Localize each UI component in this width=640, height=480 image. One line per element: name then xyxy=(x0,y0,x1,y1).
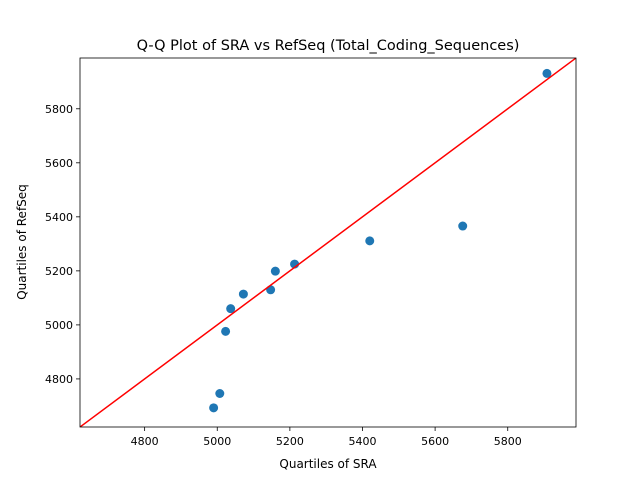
y-tick-label: 5800 xyxy=(45,103,73,116)
y-axis-ticks: 4800 5000 5200 5400 5600 5800 xyxy=(45,103,80,386)
y-tick-label: 5000 xyxy=(45,319,73,332)
data-point xyxy=(365,236,375,246)
x-tick-label: 5400 xyxy=(348,435,376,448)
y-tick-label: 5600 xyxy=(45,157,73,170)
data-point xyxy=(209,403,219,413)
plot-frame xyxy=(79,57,577,428)
y-tick-label: 4800 xyxy=(45,373,73,386)
data-point xyxy=(238,289,248,299)
reference-line xyxy=(80,58,576,427)
plot-area xyxy=(79,57,577,428)
y-tick-label: 5400 xyxy=(45,211,73,224)
y-tick-label: 5200 xyxy=(45,265,73,278)
x-tick-label: 5200 xyxy=(276,435,304,448)
data-point xyxy=(226,304,236,314)
x-axis-ticks: 4800 5000 5200 5400 5600 5800 xyxy=(131,427,522,448)
x-tick-label: 5600 xyxy=(421,435,449,448)
chart-title: Q-Q Plot of SRA vs RefSeq (Total_Coding_… xyxy=(137,38,520,54)
x-axis-label: Quartiles of SRA xyxy=(279,457,377,471)
y-axis-label: Quartiles of RefSeq xyxy=(15,184,29,300)
data-point xyxy=(458,221,468,231)
x-tick-label: 5000 xyxy=(203,435,231,448)
data-point xyxy=(221,326,231,336)
x-tick-label: 5800 xyxy=(494,435,522,448)
data-point xyxy=(542,68,552,78)
data-point xyxy=(215,389,225,399)
data-point xyxy=(270,266,280,276)
x-tick-label: 4800 xyxy=(131,435,159,448)
